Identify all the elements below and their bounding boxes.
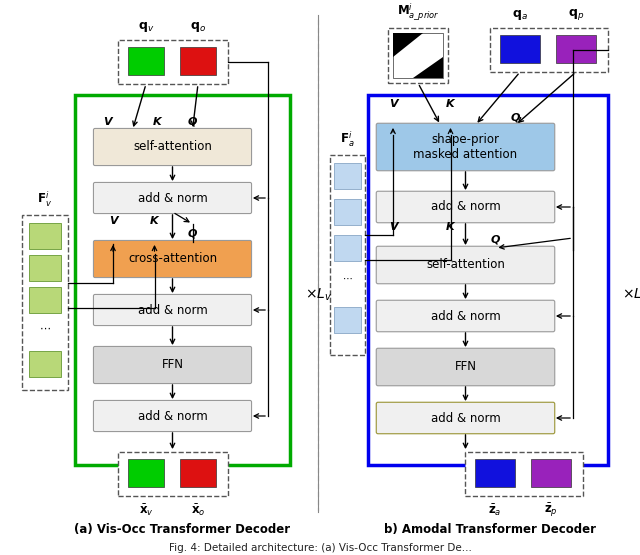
Text: $\times L_v$: $\times L_v$ [305, 287, 332, 303]
Text: $\mathbf{q}_p$: $\mathbf{q}_p$ [568, 7, 584, 22]
Text: b) Amodal Transformer Decoder: b) Amodal Transformer Decoder [384, 523, 596, 537]
Text: $\bar{\mathbf{x}}_o$: $\bar{\mathbf{x}}_o$ [191, 502, 205, 517]
Text: add & norm: add & norm [431, 411, 500, 425]
Bar [128, 459, 164, 487]
FancyBboxPatch shape [376, 402, 555, 434]
Bar [22, 215, 68, 390]
FancyBboxPatch shape [376, 300, 555, 332]
Bar [368, 95, 608, 465]
FancyBboxPatch shape [93, 240, 252, 278]
Bar [29, 255, 61, 281]
Text: add & norm: add & norm [138, 410, 207, 422]
Bar [334, 199, 361, 225]
Text: FFN: FFN [161, 359, 184, 371]
Text: add & norm: add & norm [138, 304, 207, 316]
Text: K: K [153, 117, 162, 127]
Bar [75, 95, 290, 465]
Bar [531, 459, 571, 487]
Text: $\mathbf{F}_a^i$: $\mathbf{F}_a^i$ [340, 130, 355, 149]
Text: Fig. 4: Detailed architecture: (a) Vis-Occ Transformer De...: Fig. 4: Detailed architecture: (a) Vis-O… [168, 543, 472, 553]
Text: Q: Q [511, 112, 520, 122]
Text: $\mathbf{M}^i_{a\_prior}$: $\mathbf{M}^i_{a\_prior}$ [397, 2, 439, 23]
Bar [128, 47, 164, 75]
Bar [388, 28, 448, 83]
FancyBboxPatch shape [93, 128, 252, 165]
Bar [556, 35, 596, 63]
Text: K: K [446, 99, 455, 109]
Text: $\mathbf{q}_a$: $\mathbf{q}_a$ [512, 8, 528, 22]
Bar [118, 40, 228, 84]
FancyBboxPatch shape [93, 401, 252, 432]
Text: $\mathbf{q}_o$: $\mathbf{q}_o$ [190, 20, 206, 34]
Bar [500, 35, 540, 63]
Text: Q: Q [188, 117, 197, 127]
Bar [29, 287, 61, 313]
Text: K: K [150, 216, 159, 226]
Bar [180, 47, 216, 75]
FancyBboxPatch shape [376, 348, 555, 386]
Text: $\mathbf{F}_v^i$: $\mathbf{F}_v^i$ [37, 190, 52, 209]
Text: self-attention: self-attention [133, 140, 212, 154]
Text: add & norm: add & norm [431, 310, 500, 322]
Text: ⋯: ⋯ [342, 274, 353, 284]
FancyBboxPatch shape [376, 191, 555, 223]
Bar [118, 452, 228, 496]
Text: FFN: FFN [454, 361, 477, 374]
Bar [29, 223, 61, 249]
Text: Q: Q [491, 235, 500, 245]
Text: V: V [388, 222, 397, 232]
Polygon shape [413, 57, 443, 78]
Bar [334, 235, 361, 261]
Text: $\mathbf{q}_v$: $\mathbf{q}_v$ [138, 20, 154, 34]
Bar [330, 155, 365, 355]
FancyBboxPatch shape [93, 295, 252, 326]
FancyBboxPatch shape [376, 246, 555, 284]
FancyBboxPatch shape [93, 183, 252, 214]
FancyBboxPatch shape [376, 123, 555, 171]
Text: $\times L_a$: $\times L_a$ [622, 287, 640, 303]
Bar [490, 28, 608, 72]
Text: add & norm: add & norm [431, 200, 500, 214]
Text: $\bar{\mathbf{z}}_a$: $\bar{\mathbf{z}}_a$ [488, 502, 502, 517]
Text: V: V [109, 216, 117, 226]
Text: cross-attention: cross-attention [128, 253, 217, 265]
Bar [334, 163, 361, 189]
Text: (a) Vis-Occ Transformer Decoder: (a) Vis-Occ Transformer Decoder [74, 523, 290, 537]
Bar [393, 33, 443, 78]
Text: Q: Q [188, 229, 197, 239]
Text: V: V [388, 99, 397, 109]
Bar [465, 452, 583, 496]
Text: shape-prior
masked attention: shape-prior masked attention [413, 133, 518, 161]
Text: self-attention: self-attention [426, 259, 505, 271]
Text: V: V [102, 117, 111, 127]
Text: $\bar{\mathbf{z}}_p$: $\bar{\mathbf{z}}_p$ [544, 502, 558, 519]
Text: K: K [446, 222, 455, 232]
Bar [334, 307, 361, 333]
Bar [29, 351, 61, 377]
Text: $\bar{\mathbf{x}}_v$: $\bar{\mathbf{x}}_v$ [139, 502, 154, 517]
Text: add & norm: add & norm [138, 191, 207, 204]
Bar [475, 459, 515, 487]
Polygon shape [393, 33, 423, 57]
Text: ⋯: ⋯ [40, 324, 51, 334]
FancyBboxPatch shape [93, 346, 252, 384]
Bar [180, 459, 216, 487]
